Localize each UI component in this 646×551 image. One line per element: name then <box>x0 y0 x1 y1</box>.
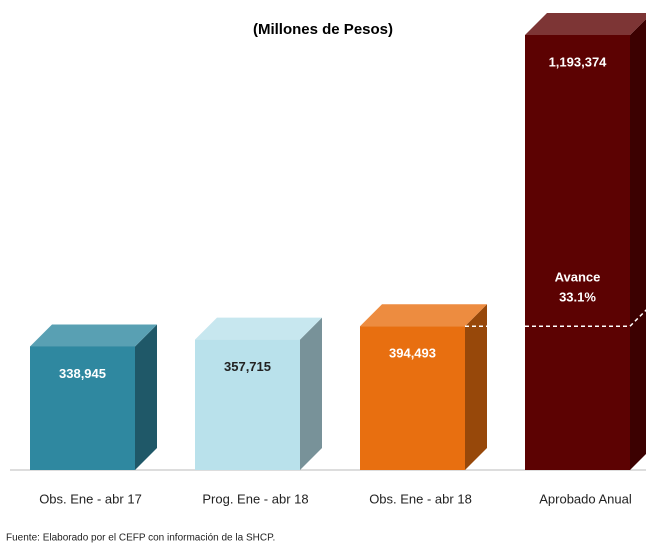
data-label: 357,715 <box>224 359 271 374</box>
data-label: 1,193,374 <box>549 54 608 69</box>
bar-top <box>195 317 322 340</box>
annotation-value: 33.1% <box>559 290 596 305</box>
x-tick-label: Obs. Ene - abr 18 <box>369 491 472 506</box>
source-note: Fuente: Elaborado por el CEFP con inform… <box>6 533 275 544</box>
bar-side <box>465 304 487 470</box>
chart-title: (Millones de Pesos) <box>253 21 393 38</box>
bar-side <box>135 324 157 470</box>
bar-side <box>630 19 646 470</box>
bar-top <box>525 13 646 35</box>
annotation-label: Avance <box>555 270 601 285</box>
data-label: 338,945 <box>59 366 106 381</box>
bar-side <box>300 317 322 470</box>
bar <box>195 339 300 470</box>
bar-top <box>360 304 487 327</box>
x-tick-label: Prog. Ene - abr 18 <box>202 491 308 506</box>
bar <box>525 35 630 470</box>
x-tick-label: Aprobado Anual <box>539 491 632 506</box>
bar <box>30 346 135 470</box>
data-label: 394,493 <box>389 346 436 361</box>
bar-top <box>30 324 157 347</box>
bar <box>360 326 465 470</box>
reference-line <box>525 309 646 327</box>
x-tick-label: Obs. Ene - abr 17 <box>39 491 142 506</box>
